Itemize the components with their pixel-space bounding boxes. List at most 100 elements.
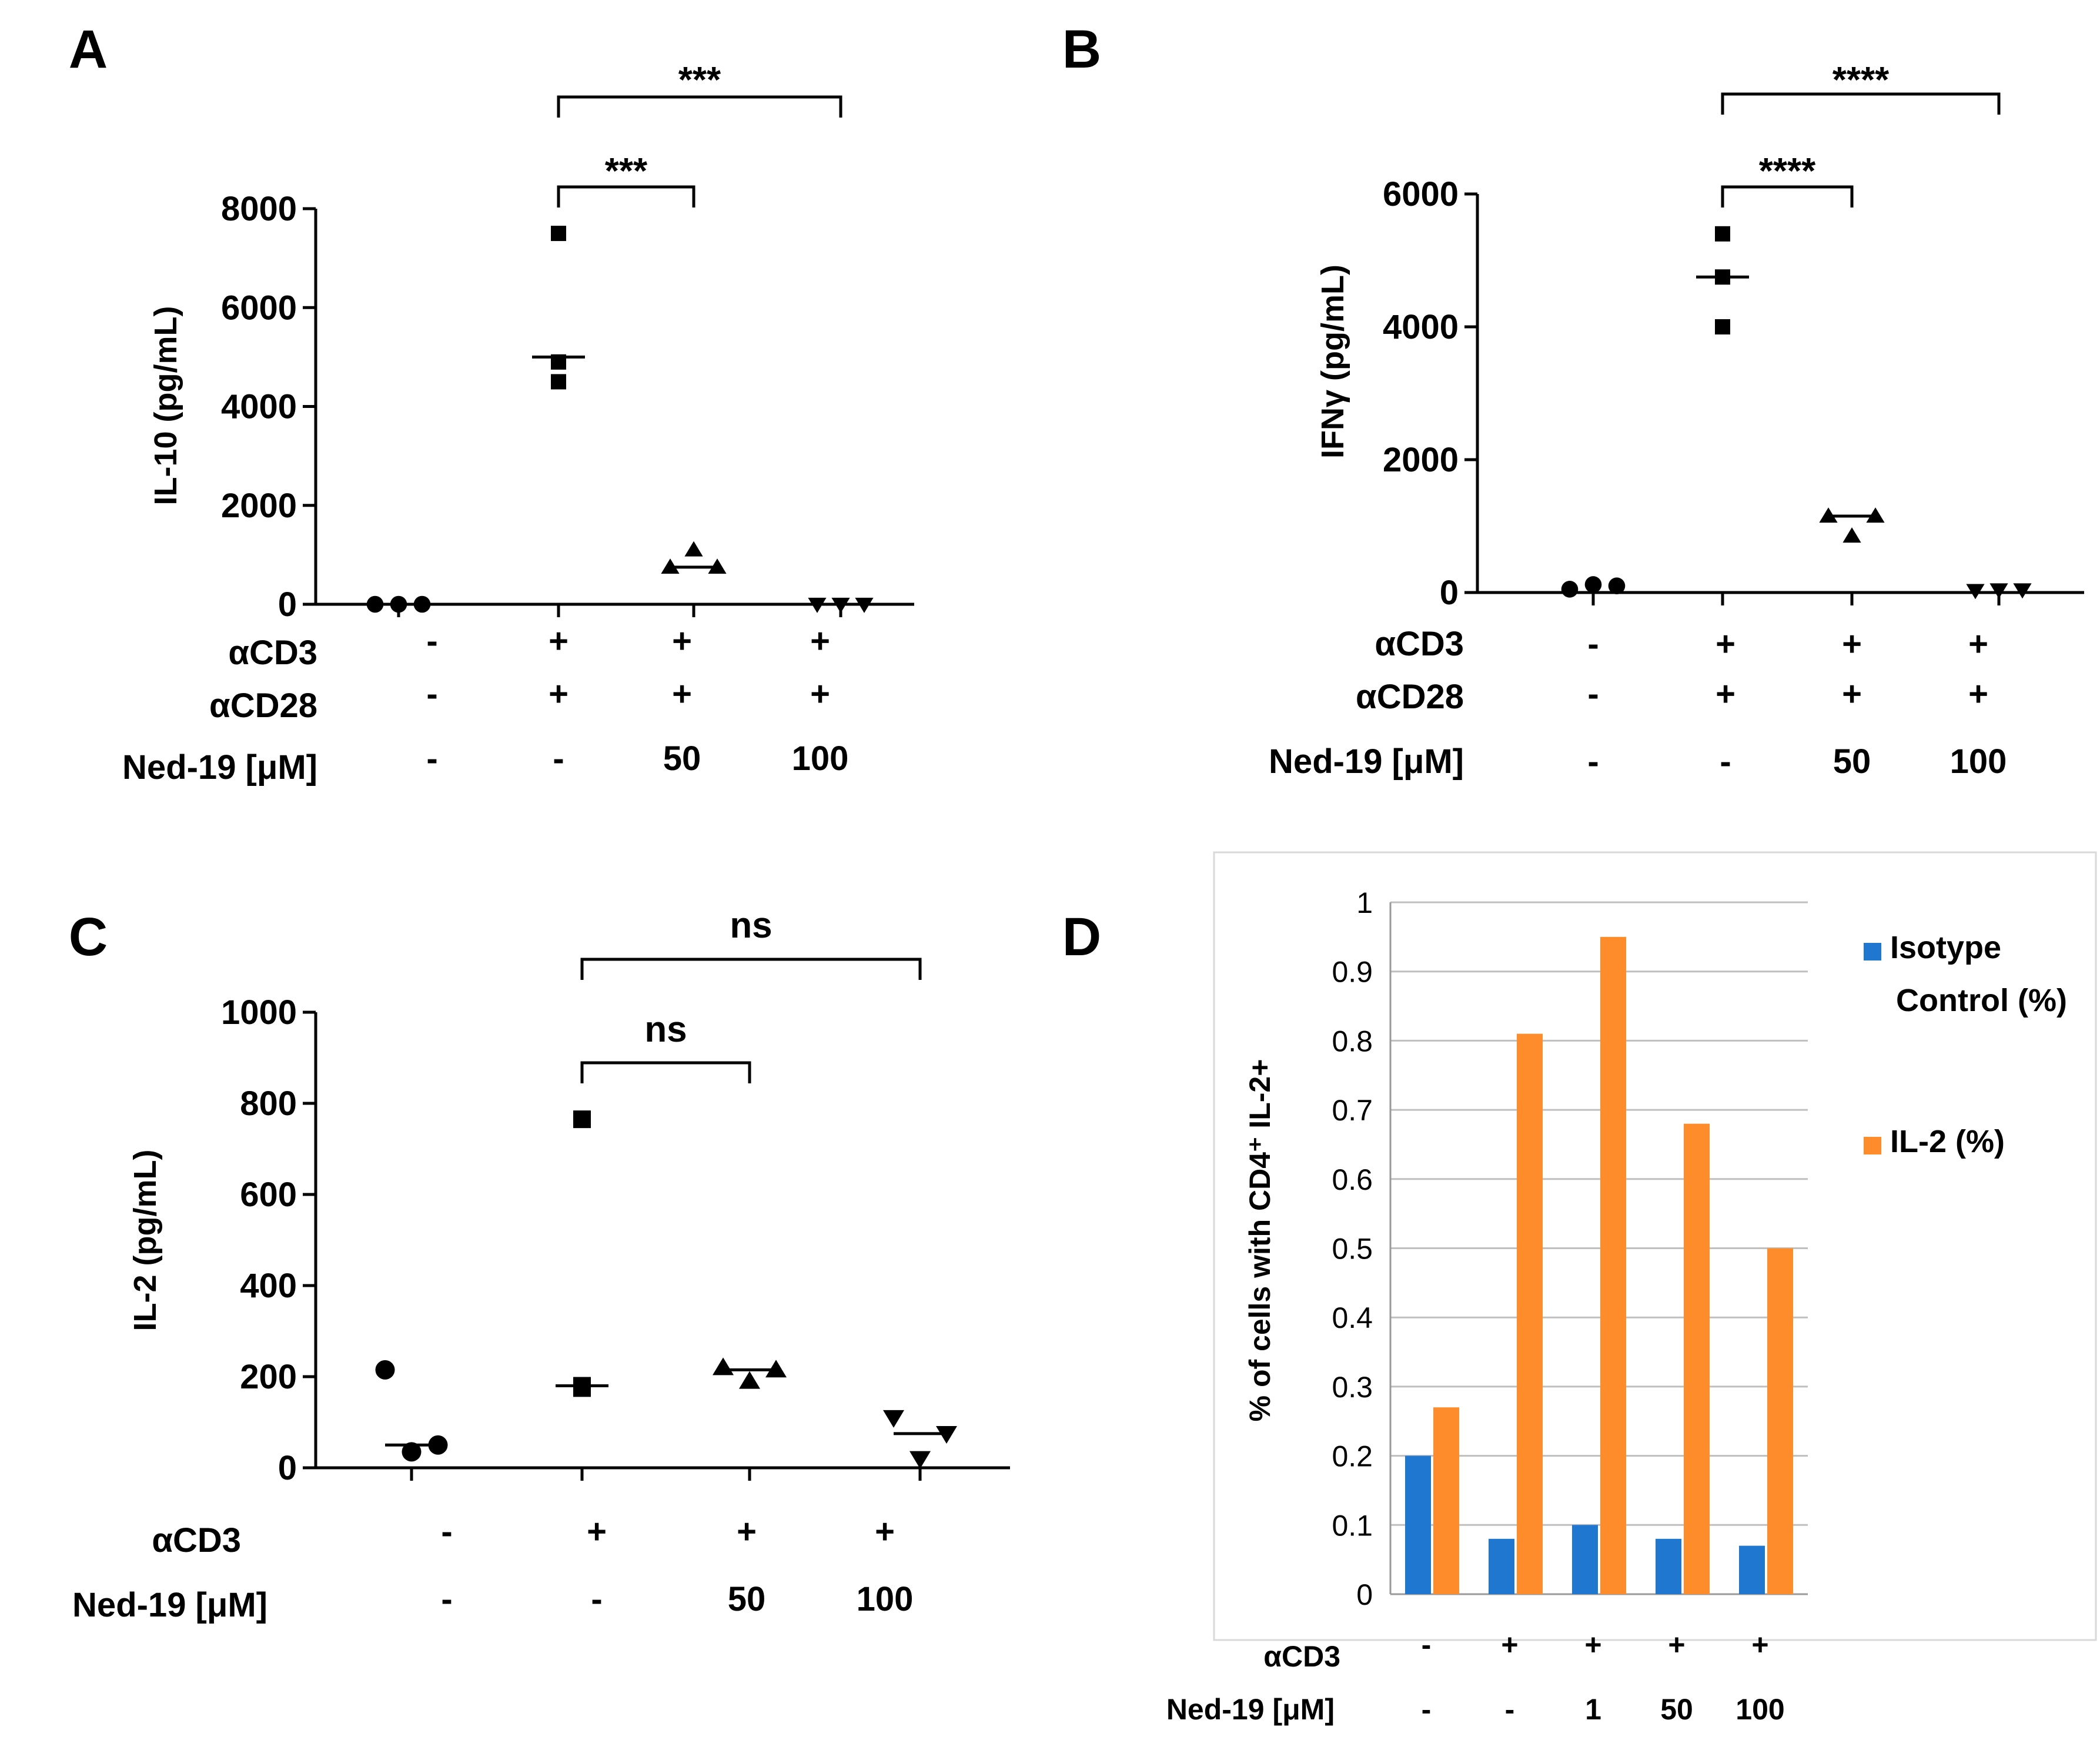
data-point-circle [1561,581,1579,598]
significance-bracket [580,1061,751,1083]
significance-label: **** [1759,151,1816,192]
data-point-square [551,226,566,242]
bar-isotype [1739,1545,1765,1594]
panel-c: C 0 200 400 600 800 1000 IL-2 (pg/mL) ns ns αCD3 - +… [69,905,1010,1624]
panel-letter-a: A [69,19,108,79]
data-point-circle [375,1360,395,1380]
data-point-circle [1584,576,1602,593]
y-tick-label: 400 [240,1267,297,1305]
condition-value: + [875,1512,895,1551]
condition-value: + [549,622,569,660]
legend-label: IL-2 (%) [1890,1124,2005,1159]
bar-isotype [1656,1538,1681,1594]
condition-value: + [1584,1628,1601,1661]
y-tick-label: 0.6 [1332,1163,1373,1196]
significance-label: **** [1833,60,1890,101]
condition-value: - [1422,1628,1432,1661]
y-tick-label: 0.3 [1332,1371,1373,1404]
condition-value: + [549,675,569,713]
significance-bracket [1721,92,2001,115]
data-point-triangle-up [713,1357,734,1375]
condition-value: + [1968,675,1988,713]
y-tick-label: 4000 [1383,308,1459,346]
condition-value: 50 [1660,1693,1693,1726]
y-tick-label: 0.8 [1332,1025,1373,1057]
panel-letter-c: C [69,907,108,967]
panel-a: A 0 2000 4000 6000 8000 IL-10 (pg/mL) *** *** αCD… [69,19,914,787]
data-point-triangle-down [2013,583,2032,599]
y-tick-label: 0.9 [1332,956,1373,989]
condition-value: + [587,1512,607,1551]
condition-label: Ned-19 [μM] [1269,742,1464,781]
data-point-triangle-up [739,1371,760,1389]
data-point-square [1715,319,1730,334]
y-tick-label: 0 [278,1449,297,1487]
panel-letter-b: B [1062,19,1101,79]
y-tick-label: 6000 [221,289,297,327]
condition-value: - [426,739,437,778]
condition-label: αCD3 [1263,1640,1340,1673]
bar-isotype [1489,1538,1514,1594]
y-tick-label: 0 [1356,1578,1373,1611]
data-point-triangle-down [1966,584,1985,600]
significance-label: ns [644,1009,687,1050]
condition-label: αCD28 [1356,678,1464,716]
condition-value: 50 [663,739,701,778]
condition-value: 100 [1735,1693,1784,1726]
y-tick-label: 0 [278,585,297,624]
condition-value: - [441,1580,452,1618]
significance-label: *** [605,151,648,192]
data-point-triangle-up [684,541,703,557]
data-point-circle [413,595,431,613]
bar-isotype [1405,1455,1431,1594]
condition-value: + [1842,625,1862,663]
condition-value: - [1422,1693,1432,1726]
data-point-circle [366,595,384,613]
data-point-circle [1608,577,1626,594]
data-point-circle [390,595,407,613]
condition-value: - [1587,625,1599,663]
condition-value: + [1968,625,1988,663]
condition-value: 100 [857,1580,914,1618]
y-tick-label: 0.1 [1332,1509,1373,1542]
significance-bracket [1721,185,1854,208]
y-tick-label: 600 [240,1176,297,1214]
condition-value: - [1505,1693,1515,1726]
data-point-triangle-down [808,597,827,613]
legend-label: Control (%) [1896,983,2067,1018]
bar-il2 [1684,1123,1710,1594]
y-tick-label: 6000 [1383,175,1459,213]
y-tick-label: 800 [240,1085,297,1123]
panel-letter-d: D [1062,907,1101,967]
y-tick-label: 8000 [221,190,297,228]
condition-value: + [1668,1628,1685,1661]
bar-il2 [1433,1407,1459,1594]
bar-isotype [1572,1525,1598,1594]
data-point-square [1715,226,1730,242]
condition-label: αCD3 [228,634,317,672]
condition-value: + [737,1512,757,1551]
data-point-triangle-down [909,1451,931,1469]
y-tick-label: 2000 [221,487,297,525]
condition-label: αCD3 [1375,625,1464,663]
bar-il2 [1600,936,1626,1594]
y-tick-label: 1000 [221,993,297,1032]
condition-label: Ned-19 [μM] [122,748,317,787]
condition-value: - [591,1580,602,1618]
y-tick-label: 4000 [221,388,297,426]
data-point-triangle-down [1989,583,2008,599]
condition-value: - [1587,742,1599,781]
condition-label: αCD28 [209,687,317,725]
condition-value: - [1720,742,1731,781]
y-axis-label: IL-10 (pg/mL) [148,306,183,506]
condition-value: + [672,622,692,660]
condition-value: 50 [1833,742,1871,781]
condition-value: + [1501,1628,1518,1661]
condition-value: + [810,622,830,660]
condition-value: + [1716,675,1735,713]
y-axis-label: IL-2 (pg/mL) [128,1150,163,1331]
legend-label: Isotype [1890,930,2001,965]
condition-value: + [672,675,692,713]
data-point-triangle-down [855,597,874,613]
